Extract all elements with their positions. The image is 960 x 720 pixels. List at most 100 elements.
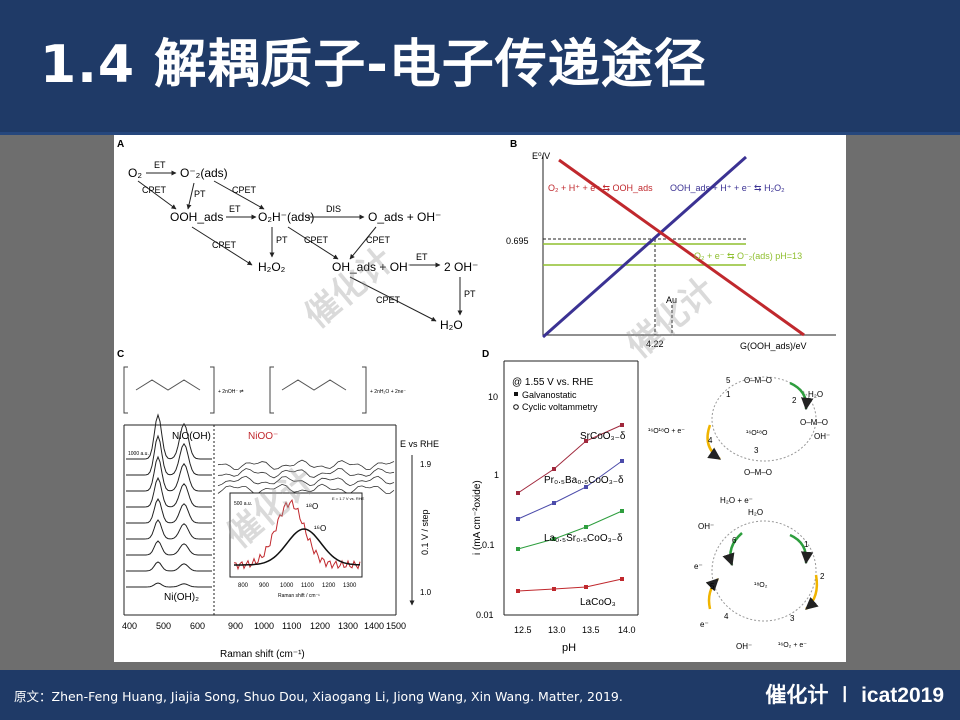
raman-spectrum-high — [217, 483, 395, 494]
panel-b-plot: B E⁰/V G(OOH_ads)/eV 0.695 4.22 Au O₂ + … — [506, 139, 836, 351]
panel-d-point — [620, 509, 624, 513]
panel-c: C + 2nOH⁻ ⇌ + 2nH₂O + 2ne⁻ NiO(OH) Ni(OH… — [117, 349, 439, 660]
step-num-9: 4 — [724, 612, 729, 621]
step-num-4: 4 — [708, 436, 713, 445]
panel-b-au: Au — [666, 295, 677, 305]
label-lasrcoo3: La₀.₅Sr₀.₅CoO₃₋δ — [544, 533, 623, 544]
panel-d-y-tick-label: 10 — [488, 392, 498, 402]
panel-b-xlabel: G(OOH_ads)/eV — [740, 341, 807, 351]
panel-c-label: C — [117, 349, 124, 360]
slide-title: 1.4 解耦质子-电子传递途径 — [40, 35, 707, 95]
raman-spectrum — [126, 476, 212, 508]
species-h2o2: H₂O₂ — [258, 260, 286, 274]
cycle-text-14: e⁻ — [700, 620, 709, 629]
raman-x-tick-label: 1200 — [310, 621, 330, 631]
raman-x-tick-label: 1500 — [386, 621, 406, 631]
raman-xlabel: Raman shift (cm⁻¹) — [220, 649, 305, 660]
raman-x-tick-label: 1000 — [254, 621, 274, 631]
legend-cv: Cyclic voltammetry — [522, 402, 598, 412]
panel-d-y-ticks: 10 1 0.1 0.01 — [476, 392, 499, 620]
brand-logo: 催化计 ∣ icat2019 — [765, 684, 944, 707]
panel-d-x-tick-label: 14.0 — [618, 625, 636, 635]
species-o2-ads: O⁻₂(ads) — [180, 166, 228, 180]
panel-a-scheme: A O₂ O⁻₂(ads) OOH_ads O₂H⁻(ads) O_ads + … — [117, 139, 478, 332]
cycle-text-11: ¹⁸O₂ — [754, 582, 768, 589]
panel-b-green-label: O₂ + e⁻ ⇆ O⁻₂(ads) pH=13 — [694, 251, 802, 261]
raman-spectrum — [126, 413, 212, 460]
raman-x-tick-label: 1300 — [338, 621, 358, 631]
raman-spectrum — [126, 497, 212, 524]
inset-tick-label: 1300 — [343, 583, 357, 589]
label-pt-2: PT — [276, 235, 288, 245]
panel-d-point — [552, 537, 556, 541]
e-top: 1.9 — [420, 460, 432, 469]
panel-d-trend-line — [517, 578, 623, 592]
species-o2: O₂ — [128, 166, 142, 180]
species-h2o: H₂O — [440, 318, 463, 332]
species-ooh-ads: OOH_ads — [170, 210, 223, 224]
step-num-1: 1 — [726, 390, 731, 399]
panel-d-series — [516, 423, 624, 593]
nickel-reaction-scheme: + 2nOH⁻ ⇌ + 2nH₂O + 2ne⁻ — [123, 366, 406, 414]
panel-d-trend-line — [517, 460, 623, 520]
inset-xlabel: Raman shift / cm⁻¹ — [278, 593, 320, 599]
inset-curve-16o — [234, 528, 360, 566]
panel-d-ylabel: i (mA cm⁻²oxide) — [472, 480, 483, 555]
inset-16o: ¹⁶O — [314, 524, 326, 533]
panel-d-point — [620, 423, 624, 427]
raman-spectrum — [126, 519, 212, 540]
inset-tick-label: 1200 — [322, 583, 336, 589]
inset-tick-label: 1000 — [280, 583, 294, 589]
label-cpet-6: CPET — [376, 295, 401, 305]
panel-d-point — [516, 547, 520, 551]
raman-spectrum-high — [217, 475, 395, 487]
mechanism-cycles: O–M–O O–M–O H₂O O–M–O OH⁻ H₂O + e⁻ ¹⁶O¹⁸… — [648, 376, 830, 651]
panel-b-blue-label: OOH_ads + H⁺ + e⁻ ⇆ H₂O₂ — [670, 183, 785, 193]
panel-b-xtick: 4.22 — [646, 339, 664, 349]
e-step: 0.1 V / step — [420, 509, 430, 555]
panel-d-point — [620, 577, 624, 581]
panel-b-ytick: 0.695 — [506, 236, 529, 246]
reaction-right: + 2nH₂O + 2ne⁻ — [370, 389, 406, 395]
raman-x-tick-label: 400 — [122, 621, 137, 631]
cycle-text-6: H₂O + e⁻ — [720, 496, 753, 505]
raman-spectrum-high — [217, 468, 395, 479]
panel-d-point — [584, 585, 588, 589]
panel-d-trend-line — [517, 424, 623, 494]
step-num-8: 3 — [790, 614, 795, 623]
cycle-text-2: O–M–O — [800, 418, 828, 427]
species-o-ads-oh: O_ads + OH⁻ — [368, 210, 441, 224]
legend-galvanostatic-marker — [514, 392, 518, 396]
raman-x-tick-label: 900 — [228, 621, 243, 631]
inset-ticks: 800 900 1000 1100 1200 1300 — [238, 583, 357, 589]
inset-scale: 500 a.u. — [234, 501, 252, 507]
legend-galvanostatic: Galvanostatic — [522, 390, 577, 400]
raman-x-ticks: 400 500 600 900 1000 1100 1200 1300 1400 1500 — [122, 621, 406, 631]
panel-d-x-ticks: 12.5 13.0 13.5 14.0 — [514, 625, 636, 635]
title-bar — [0, 0, 960, 132]
label-cpet-4: CPET — [304, 235, 329, 245]
panel-a-label: A — [117, 139, 124, 150]
citation-text: 原文：Zhen-Feng Huang, Jiajia Song, Shuo Do… — [14, 689, 623, 704]
cycle-text-9: OH⁻ — [698, 522, 714, 531]
raman-spectrum — [126, 434, 212, 476]
panel-d-point — [620, 459, 624, 463]
raman-x-tick-label: 500 — [156, 621, 171, 631]
panel-d-y-tick-label: 0.1 — [482, 540, 495, 550]
panel-d-xlabel: pH — [562, 642, 576, 654]
label-cpet-2: CPET — [232, 185, 257, 195]
panel-d-y-tick-label: 1 — [494, 470, 499, 480]
raman-spectrum — [126, 582, 212, 588]
cycle-text-7: ¹⁶O¹⁸O + e⁻ — [648, 428, 685, 435]
panel-d-point — [516, 491, 520, 495]
label-cpet-3: CPET — [212, 240, 237, 250]
inset-tick-label: 1100 — [301, 583, 315, 589]
label-prbacoo3: Pr₀.₅Ba₀.₅CoO₃₋δ — [544, 475, 624, 486]
raman-nioo: NiOO⁻ — [248, 431, 278, 442]
label-cpet-5: CPET — [366, 235, 391, 245]
cycle-text-5: OH⁻ — [814, 432, 830, 441]
raman-spectrum — [126, 540, 212, 556]
cycle-text-4: O–M–O — [744, 468, 772, 477]
label-dis: DIS — [326, 204, 341, 214]
raman-spectrum — [126, 561, 212, 572]
